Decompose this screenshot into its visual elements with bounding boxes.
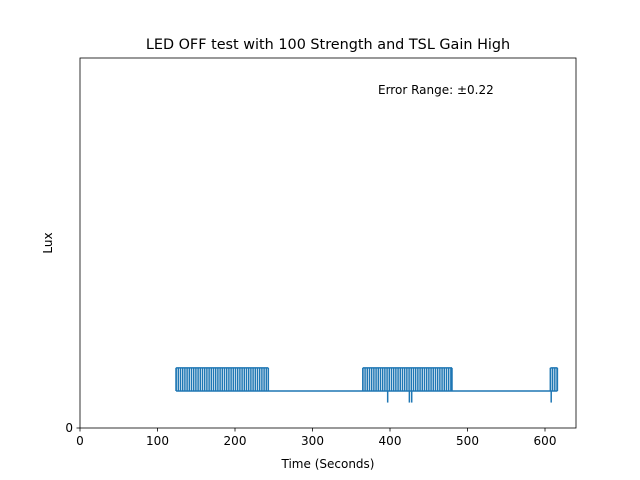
x-tick-label: 300 [301,434,324,448]
series-layer [175,367,559,403]
x-tick-label: 400 [379,434,402,448]
x-tick-label: 0 [76,434,84,448]
y-axis-label: Lux [41,232,55,253]
x-tick-label: 100 [146,434,169,448]
error-range-annotation: Error Range: ±0.22 [378,83,494,97]
x-axis-label: Time (Seconds) [281,457,375,471]
y-tick-label: 0 [65,421,73,435]
x-tick-label: 500 [456,434,479,448]
x-tick-label: 200 [224,434,247,448]
plot-frame [79,57,577,429]
chart-title: LED OFF test with 100 Strength and TSL G… [146,37,510,53]
x-axis-ticks: 0 100 200 300 400 500 600 [76,428,556,448]
x-tick-label: 600 [534,434,557,448]
y-axis-ticks: 0 [65,421,80,435]
